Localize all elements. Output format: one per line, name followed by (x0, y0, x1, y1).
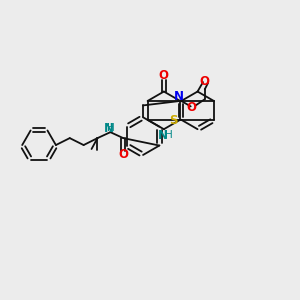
Text: O: O (118, 148, 128, 161)
Text: S: S (169, 114, 178, 127)
Text: H: H (165, 130, 173, 140)
Text: N: N (174, 91, 184, 103)
Text: O: O (199, 75, 209, 88)
Text: N: N (103, 122, 113, 135)
Text: O: O (187, 101, 197, 114)
Text: N: N (158, 129, 168, 142)
Text: H: H (107, 123, 115, 133)
Text: O: O (159, 69, 169, 82)
